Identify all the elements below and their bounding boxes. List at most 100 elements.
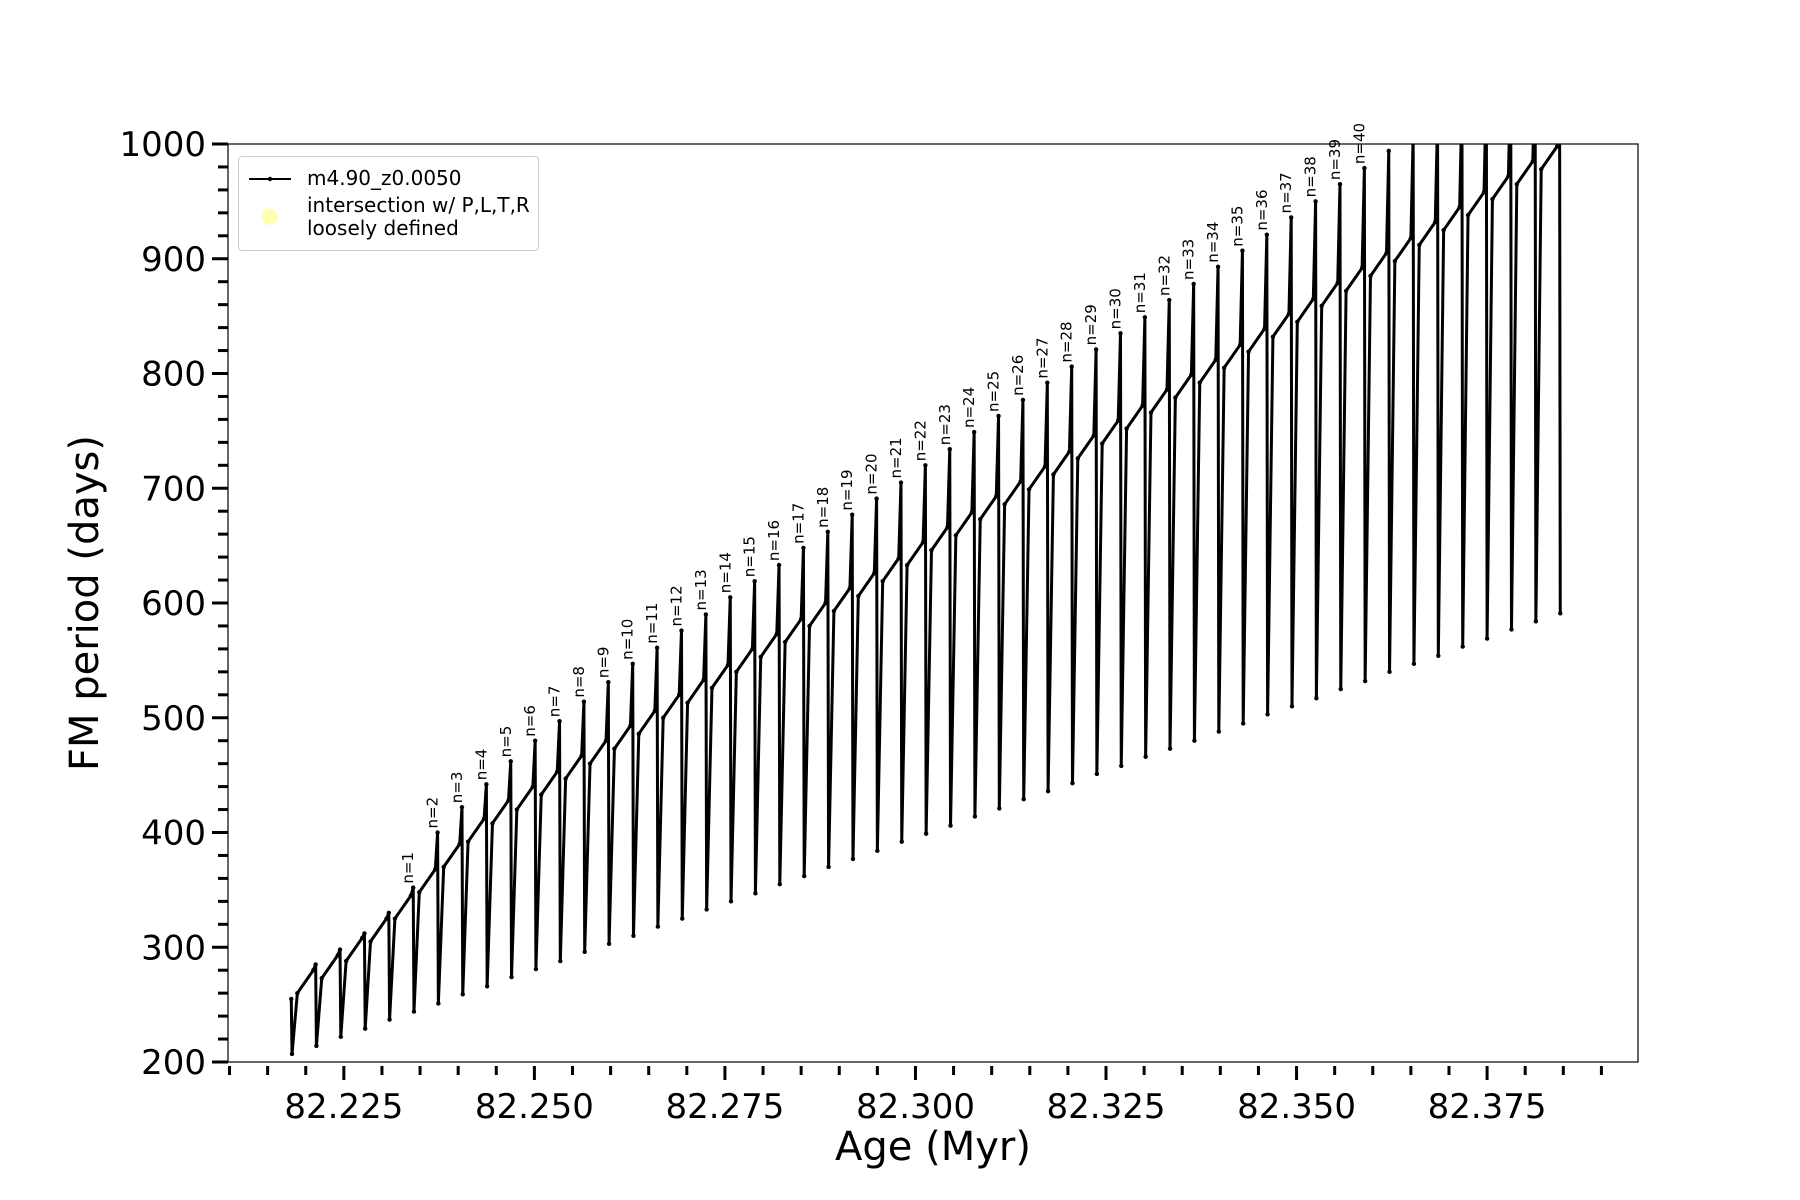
point — [1237, 342, 1243, 348]
point — [753, 891, 758, 896]
point — [1311, 296, 1316, 302]
annotation: n=26 — [1009, 355, 1027, 396]
point — [1246, 349, 1251, 354]
point — [484, 984, 490, 989]
point — [387, 1017, 392, 1022]
point — [558, 958, 563, 964]
point — [1338, 686, 1343, 692]
point — [1070, 780, 1075, 786]
y-tick-label: 900 — [141, 240, 206, 280]
point — [1191, 281, 1196, 287]
point — [289, 996, 294, 1002]
point — [807, 623, 812, 629]
point — [752, 578, 757, 584]
annotation: n=8 — [570, 666, 588, 698]
point — [1240, 248, 1245, 253]
x-tick-label: 82.350 — [1237, 1087, 1356, 1127]
point — [1509, 66, 1513, 70]
point — [798, 616, 804, 622]
point — [1002, 502, 1007, 507]
point — [1387, 669, 1392, 675]
point — [581, 699, 587, 704]
annotation: n=15 — [741, 536, 759, 577]
point — [1509, 627, 1514, 632]
point — [969, 510, 975, 515]
point — [1460, 644, 1465, 649]
point — [725, 662, 731, 668]
x-axis-title: Age (Myr) — [835, 1124, 1031, 1170]
point — [587, 761, 593, 766]
point — [1457, 204, 1462, 210]
point — [579, 753, 584, 758]
point — [1124, 426, 1129, 431]
point — [509, 974, 514, 980]
point — [1289, 215, 1294, 220]
x-tick-label: 82.375 — [1428, 1087, 1547, 1127]
annotation: n=19 — [838, 469, 856, 510]
point — [776, 562, 782, 568]
legend-swatch — [262, 209, 278, 225]
point — [1213, 357, 1218, 362]
point — [532, 738, 538, 743]
point — [655, 924, 661, 929]
point — [435, 830, 440, 835]
point — [460, 992, 465, 997]
annotation: n=17 — [789, 503, 807, 544]
point — [654, 645, 660, 650]
point — [898, 480, 904, 485]
point — [1484, 83, 1488, 87]
annotation: n=25 — [985, 371, 1003, 412]
y-tick-label: 200 — [141, 1043, 206, 1083]
y-tick-label: 600 — [141, 584, 206, 624]
point — [709, 685, 715, 691]
point — [1051, 472, 1056, 477]
point — [1484, 636, 1490, 641]
point — [953, 533, 959, 538]
point — [368, 939, 373, 944]
point — [289, 1051, 295, 1057]
point — [1173, 395, 1178, 400]
point — [459, 805, 465, 810]
point — [1411, 133, 1415, 137]
legend-marker — [267, 176, 273, 181]
annotation: n=30 — [1106, 288, 1124, 329]
point — [996, 413, 1001, 419]
y-axis-title: FM period (days) — [62, 435, 108, 771]
point — [359, 935, 365, 941]
point — [1314, 696, 1319, 701]
point — [1558, 611, 1563, 616]
annotation: n=34 — [1204, 222, 1222, 263]
annotation: n=23 — [936, 404, 954, 445]
point — [904, 562, 910, 568]
point — [1386, 148, 1391, 154]
point — [1441, 227, 1446, 233]
annotation: n=16 — [765, 520, 783, 561]
point — [1094, 771, 1100, 777]
point — [1221, 365, 1227, 370]
point — [436, 1001, 441, 1006]
point — [392, 916, 398, 921]
point — [774, 631, 779, 637]
point — [1435, 117, 1439, 121]
point — [1148, 410, 1154, 415]
point — [677, 692, 682, 697]
y-tick-label: 300 — [141, 928, 206, 968]
point — [630, 661, 635, 667]
y-tick-label: 500 — [141, 699, 206, 739]
point — [1408, 235, 1414, 241]
annotation: n=1 — [399, 852, 417, 884]
point — [750, 646, 755, 652]
annotation: n=7 — [546, 686, 564, 718]
point — [1142, 315, 1148, 320]
point — [856, 593, 861, 599]
point — [603, 738, 609, 743]
plot-area — [289, 66, 1563, 1057]
point — [606, 941, 612, 947]
annotation: n=27 — [1033, 338, 1051, 379]
point — [1167, 746, 1173, 751]
point — [1119, 763, 1124, 769]
point — [1335, 280, 1340, 286]
annotation: n=38 — [1302, 156, 1320, 197]
